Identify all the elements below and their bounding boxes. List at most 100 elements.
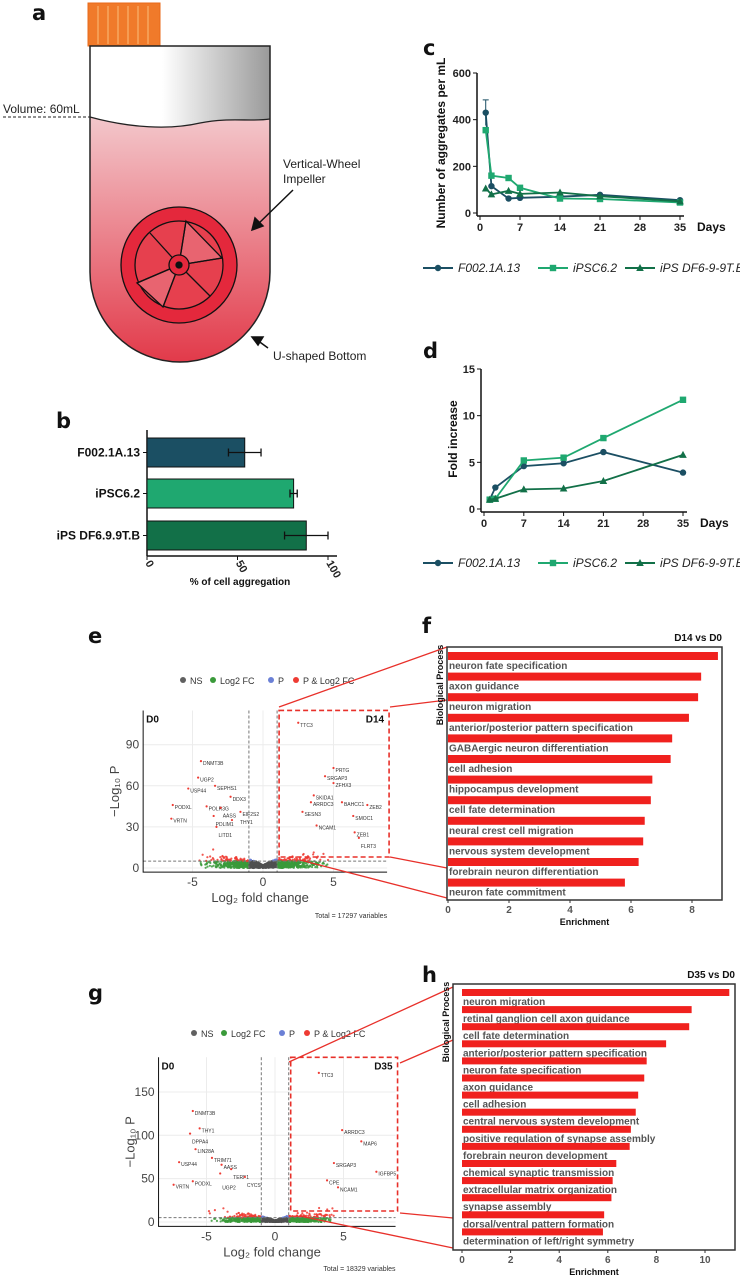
- bar: [448, 816, 645, 825]
- data-point: [679, 396, 687, 403]
- volcano-point: [191, 1180, 194, 1183]
- volcano-point: [267, 1217, 270, 1221]
- volcano-point: [305, 862, 308, 865]
- volcano-point: [204, 863, 207, 866]
- x-tick-label: 10: [699, 1255, 711, 1266]
- category-label: cell adhesion: [449, 764, 512, 775]
- volcano-point: [309, 1219, 312, 1222]
- volcano-point: [191, 1109, 194, 1113]
- panel-d: d: [423, 339, 438, 363]
- data-point: [488, 172, 495, 179]
- gene-label: DPPA4: [192, 1140, 208, 1146]
- category-label: positive regulation of synapse assembly: [463, 1134, 656, 1145]
- x-tick-label: 6: [605, 1255, 611, 1266]
- gene-label: TERF1: [233, 1175, 249, 1181]
- volcano-point: [296, 1214, 299, 1217]
- volcano-point: [243, 1220, 246, 1224]
- bar: [462, 1091, 639, 1099]
- legend-marker: [191, 1030, 197, 1036]
- volcano-point: [249, 865, 253, 868]
- volcano-point: [210, 1156, 214, 1159]
- gene-label: EIF2S2: [242, 812, 259, 818]
- bar: [146, 478, 295, 509]
- volcano-point: [305, 866, 308, 869]
- category-label: extracellular matrix organization: [463, 1185, 617, 1196]
- gene-label: LITD1: [218, 833, 232, 839]
- plot-frame: [446, 646, 723, 901]
- panel-h: h: [422, 963, 437, 987]
- volcano-point: [253, 863, 256, 867]
- y-tick-label: 400: [453, 115, 471, 127]
- volcano-point: [251, 1214, 254, 1217]
- x-tick-label: 21: [594, 222, 606, 234]
- legend-marker: [434, 264, 442, 272]
- volcano-point: [187, 787, 190, 790]
- gene-label: THY1: [240, 820, 253, 826]
- volcano-point: [243, 857, 246, 860]
- volcano-point: [208, 1212, 211, 1215]
- gene-label: AASS: [224, 1165, 238, 1171]
- bar: [462, 989, 730, 996]
- volcano-point: [172, 1183, 175, 1186]
- volcano-point: [271, 865, 274, 868]
- bar: [462, 1057, 647, 1065]
- volcano-point: [310, 865, 314, 869]
- volcano-point: [298, 1218, 301, 1221]
- connector-line: [389, 856, 448, 869]
- y-tick-label: 90: [126, 738, 140, 752]
- volcano-point: [210, 865, 214, 868]
- y-tick-label: 0: [469, 504, 475, 516]
- bar: [448, 672, 702, 681]
- volcano-point: [269, 1218, 272, 1221]
- volcano-point: [244, 1218, 248, 1221]
- volcano-point: [226, 857, 229, 861]
- bar: [146, 520, 307, 551]
- volcano-point: [330, 1213, 333, 1216]
- axes: [142, 710, 388, 873]
- series-line: [488, 451, 684, 501]
- data-point: [481, 184, 490, 192]
- data-point: [679, 450, 687, 458]
- bar: [448, 796, 651, 805]
- category-label: neuron fate specification: [463, 1065, 581, 1076]
- volcano-point: [178, 1161, 181, 1164]
- volcano-point: [231, 862, 234, 865]
- y-axis-label: −Log₁₀ P: [107, 766, 122, 817]
- bar: [462, 1108, 636, 1116]
- panel-a-bioreactor-diagram: a Volume: 60mL Vertical-Whe: [3, 1, 366, 363]
- data-point: [560, 454, 567, 461]
- gene-label: ZEB1: [357, 832, 370, 838]
- legend-marker: [180, 677, 186, 683]
- volcano-point: [291, 866, 294, 869]
- volcano-point: [214, 1217, 217, 1220]
- volcano-point: [211, 857, 214, 860]
- x-tick-label: 35: [674, 222, 686, 234]
- volcano-point: [311, 1219, 314, 1222]
- x-tick-label: 5: [340, 1229, 347, 1243]
- x-tick-label: 0: [481, 518, 487, 530]
- y-tick-label: 10: [463, 411, 475, 423]
- gene-label: BAHCC1: [344, 802, 365, 808]
- volcano-point: [229, 866, 232, 869]
- volcano-point: [302, 1218, 305, 1221]
- error-bar: [289, 489, 298, 498]
- volcano-point: [332, 766, 335, 770]
- total-label: Total = 17297 variables: [315, 913, 388, 920]
- volcano-point: [214, 861, 217, 864]
- volcano-point: [290, 863, 293, 866]
- connector-line: [399, 1039, 454, 1064]
- gene-label: PODXL: [195, 1181, 212, 1187]
- volcano-point: [294, 1220, 297, 1223]
- bar: [462, 1125, 631, 1133]
- volcano-point: [243, 1175, 246, 1179]
- connector-line: [399, 1212, 454, 1219]
- chart-title: D14 vs D0: [674, 633, 722, 644]
- connector-line: [299, 859, 448, 899]
- gene-label: CPE: [329, 1180, 340, 1186]
- gene-label: DNMT3B: [195, 1111, 216, 1117]
- data-point: [491, 494, 500, 502]
- x-tick-label: 100: [323, 559, 343, 581]
- legend-marker: [279, 1030, 285, 1036]
- bar: [462, 1160, 617, 1167]
- volcano-point: [305, 1211, 309, 1214]
